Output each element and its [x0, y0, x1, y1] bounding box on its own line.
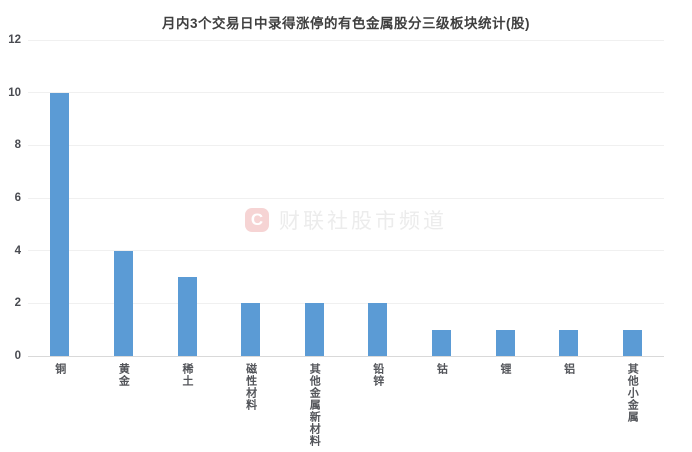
x-axis-category-label: 稀土 [181, 363, 193, 387]
y-axis-tick-label: 2 [14, 297, 21, 310]
y-axis-tick-label: 6 [14, 192, 21, 204]
x-axis-category-label: 其他小金属 [626, 363, 639, 423]
y-axis-tick-label: 0 [14, 350, 21, 362]
cailianshe-logo-icon: C [245, 208, 269, 232]
bar [495, 329, 515, 356]
gridline [28, 39, 664, 41]
x-axis-category-label: 锂 [499, 363, 511, 375]
gridline [28, 144, 664, 146]
watermark: C 财联社股市频道 [245, 205, 447, 235]
x-axis-line [28, 356, 664, 357]
y-axis-tick-label: 12 [8, 34, 21, 46]
gridline [28, 197, 664, 199]
x-axis-category-label: 铝 [562, 363, 575, 375]
bar [622, 329, 642, 356]
watermark-text: 财联社股市频道 [279, 210, 447, 233]
bar [431, 329, 451, 356]
gridline [28, 92, 664, 94]
bar [559, 329, 579, 356]
bar [177, 277, 197, 356]
x-axis-category-label: 其他金属新材料 [308, 363, 321, 447]
chart-title: 月内3个交易日中录得涨停的有色金属股分三级板块统计(股) [162, 16, 530, 31]
bar [50, 92, 70, 356]
x-axis-category-label: 磁性材料 [244, 363, 257, 411]
gridline [28, 250, 664, 252]
y-axis-tick-label: 4 [14, 244, 21, 257]
x-axis-category-label: 铅锌 [371, 363, 384, 387]
y-axis-tick-label: 8 [14, 139, 21, 152]
x-axis-category-label: 钴 [435, 363, 448, 375]
bar [304, 303, 324, 356]
gridline [28, 302, 664, 304]
bar [368, 303, 388, 356]
y-axis-tick-label: 10 [8, 86, 21, 99]
x-axis-category-label: 黄金 [117, 363, 130, 387]
bar [113, 250, 133, 356]
x-axis-category-label: 铜 [53, 363, 66, 375]
bar [241, 303, 261, 356]
